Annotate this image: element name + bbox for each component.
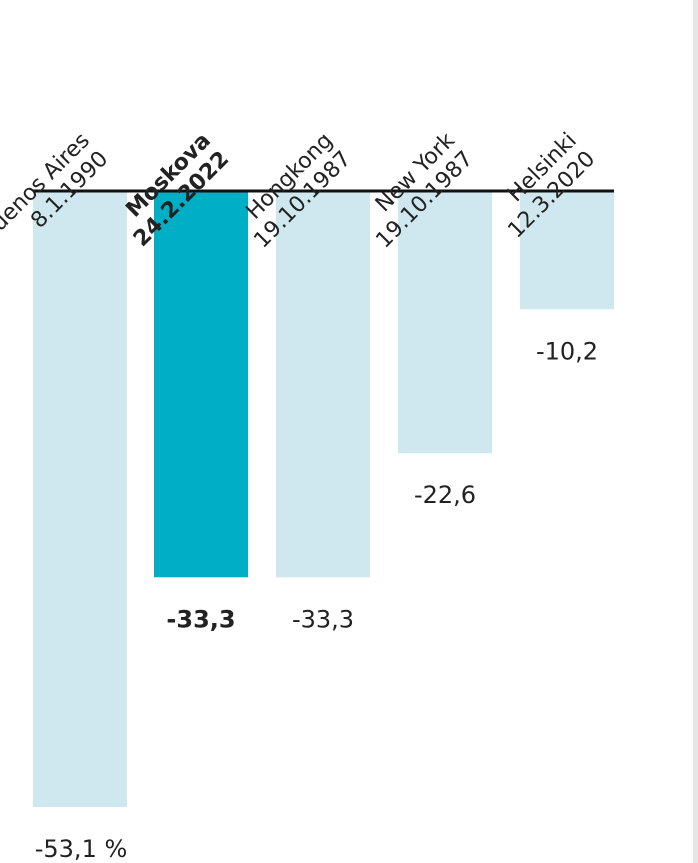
value-label-4: -10,2 xyxy=(536,337,598,365)
value-label-3: -22,6 xyxy=(414,481,476,509)
bar-4 xyxy=(520,191,614,310)
right-edge-border xyxy=(693,0,698,863)
bar-3 xyxy=(398,191,492,454)
bar-2 xyxy=(276,191,370,578)
value-label-0: -53,1 % xyxy=(35,835,128,863)
bar-0 xyxy=(33,191,127,807)
bar-1 xyxy=(154,191,248,578)
value-label-2: -33,3 xyxy=(292,605,354,633)
value-label-1: -33,3 xyxy=(166,605,235,633)
